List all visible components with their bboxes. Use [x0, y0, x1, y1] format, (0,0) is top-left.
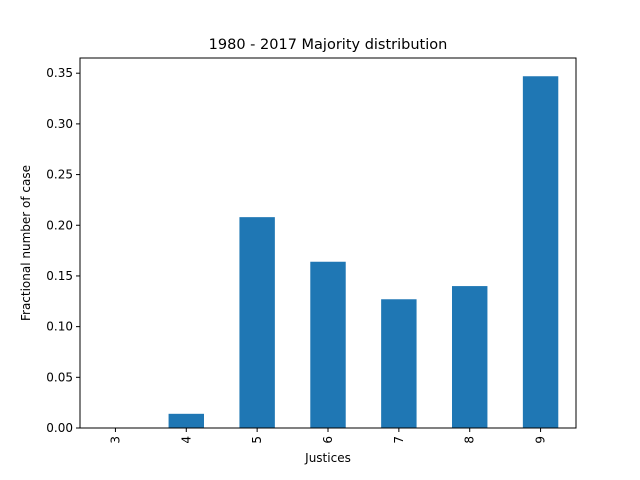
- x-tick-label: 3: [108, 436, 122, 444]
- y-tick-label: 0.35: [46, 66, 73, 80]
- x-tick-label: 6: [321, 436, 335, 444]
- x-tick-label: 7: [392, 436, 406, 444]
- bar-6: [310, 261, 346, 428]
- bar-9: [522, 76, 559, 428]
- x-tick-label: 5: [250, 436, 264, 444]
- bar-4: [168, 413, 204, 428]
- y-tick-label: 0.25: [46, 168, 73, 182]
- chart-title: 1980 - 2017 Majority distribution: [209, 37, 448, 53]
- y-tick-label: 0.05: [46, 370, 73, 384]
- x-tick-label: 8: [463, 436, 477, 444]
- x-tick-label: 9: [534, 436, 548, 444]
- plot-frame: [79, 57, 577, 429]
- y-tick-label: 0.00: [46, 421, 73, 435]
- plot-area: 3 4 5 6 7 8 9 0.00 0.05 0.10 0.15 0.20 0.25 0.30 0.35: [46, 66, 559, 444]
- bar-8: [452, 286, 488, 428]
- y-tick-label: 0.10: [46, 320, 73, 334]
- y-axis-label: Fractional number of case: [19, 165, 33, 321]
- x-axis-label: Justices: [304, 451, 351, 465]
- x-tick-label: 4: [179, 436, 193, 444]
- y-tick-label: 0.30: [46, 117, 73, 131]
- bar-7: [381, 299, 417, 428]
- bar-5: [239, 217, 275, 428]
- y-tick-label: 0.20: [46, 218, 73, 232]
- y-tick-label: 0.15: [46, 269, 73, 283]
